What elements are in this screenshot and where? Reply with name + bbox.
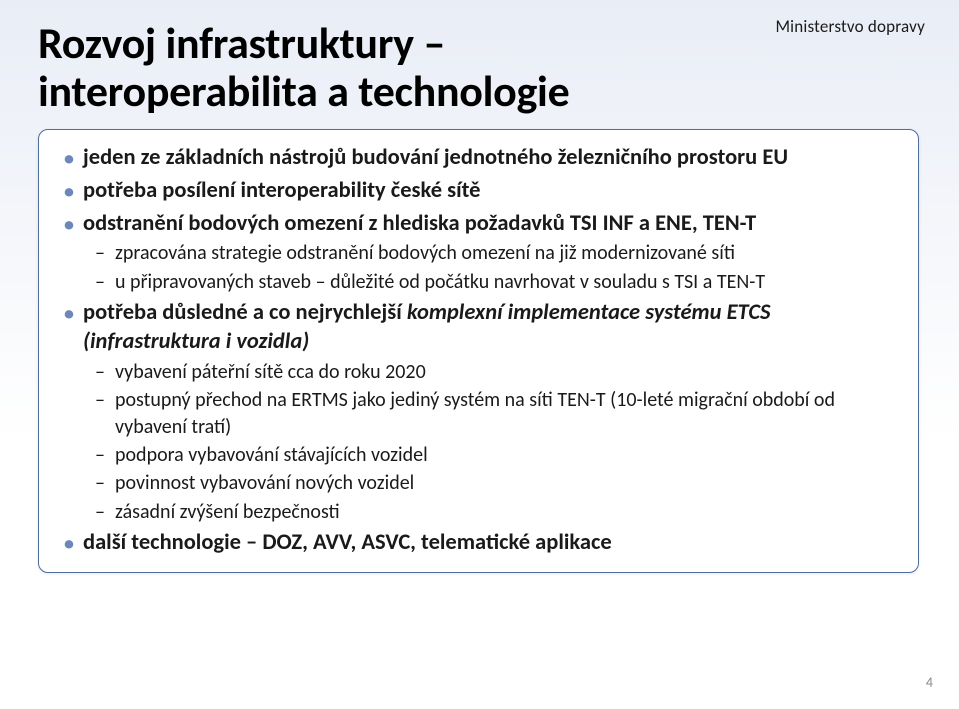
bullet-list-level2: zpracována strategie odstranění bodových… xyxy=(95,240,898,295)
bullet-text: odstranění bodových omezení z hlediska p… xyxy=(83,210,756,237)
title-line-1: Rozvoj infrastruktury – xyxy=(38,16,445,70)
bullet-item: odstranění bodových omezení z hlediska p… xyxy=(61,210,898,296)
sub-bullet-item: u připravovaných staveb – důležité od po… xyxy=(95,269,898,295)
slide: Ministerstvo dopravy Rozvoj infrastruktu… xyxy=(0,0,959,709)
bullet-text: potřeba posílení interoperability české … xyxy=(83,177,480,204)
title-line-2: interoperabilita a technologie xyxy=(38,64,569,118)
bullet-item: potřeba posílení interoperability české … xyxy=(61,177,898,206)
sub-bullet-item: podpora vybavování stávajících vozidel xyxy=(95,442,898,468)
sub-bullet-item: zásadní zvýšení bezpečnosti xyxy=(95,499,898,525)
bullet-text-prefix: potřeba důsledné a co nejrychlejší xyxy=(83,299,407,326)
bullet-list-level1: jeden ze základních nástrojů budování je… xyxy=(61,144,898,558)
page-number: 4 xyxy=(926,674,933,691)
sub-bullet-item: vybavení páteřní sítě cca do roku 2020 xyxy=(95,359,898,385)
brand-label: Ministerstvo dopravy xyxy=(775,16,925,37)
bullet-text: další technologie – DOZ, AVV, ASVC, tele… xyxy=(83,529,612,556)
bullet-item: další technologie – DOZ, AVV, ASVC, tele… xyxy=(61,529,898,558)
bullet-item: jeden ze základních nástrojů budování je… xyxy=(61,144,898,173)
sub-bullet-item: povinnost vybavování nových vozidel xyxy=(95,470,898,496)
bullet-list-level2: vybavení páteřní sítě cca do roku 2020 p… xyxy=(95,359,898,525)
bullet-item: potřeba důsledné a co nejrychlejší kompl… xyxy=(61,299,898,525)
bullet-text: jeden ze základních nástrojů budování je… xyxy=(83,144,788,171)
sub-bullet-item: zpracována strategie odstranění bodových… xyxy=(95,240,898,266)
sub-bullet-item: postupný přechod na ERTMS jako jediný sy… xyxy=(95,387,898,440)
content-box: jeden ze základních nástrojů budování je… xyxy=(38,129,919,573)
